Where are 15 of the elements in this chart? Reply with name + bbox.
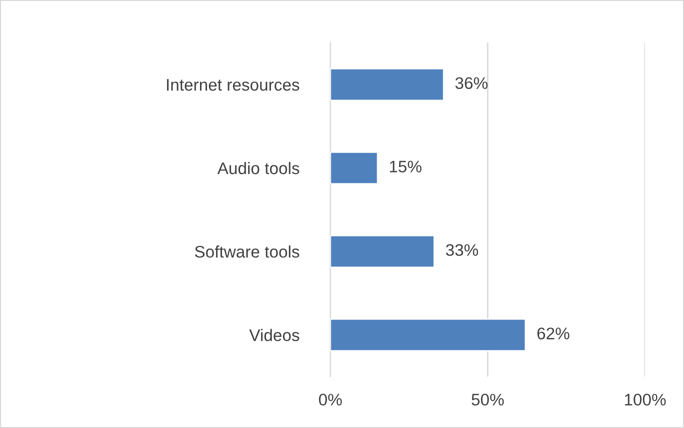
y-tick-label: Videos [249,328,300,342]
data-label: 62% [537,328,570,340]
bar [330,151,378,185]
x-tick-label: 100% [624,394,666,406]
x-tick-label: 50% [472,394,504,406]
bar [330,318,526,352]
bar [330,68,444,102]
x-tick-label: 0% [318,394,342,406]
data-label: 36% [455,77,488,90]
data-label: 15% [390,160,422,172]
y-tick-label: Internet resources [167,79,300,91]
y-tick-label: Software tools [194,245,300,258]
data-label: 33% [446,244,478,256]
y-tick-label: Audio tools [217,162,300,174]
bar [330,234,435,268]
